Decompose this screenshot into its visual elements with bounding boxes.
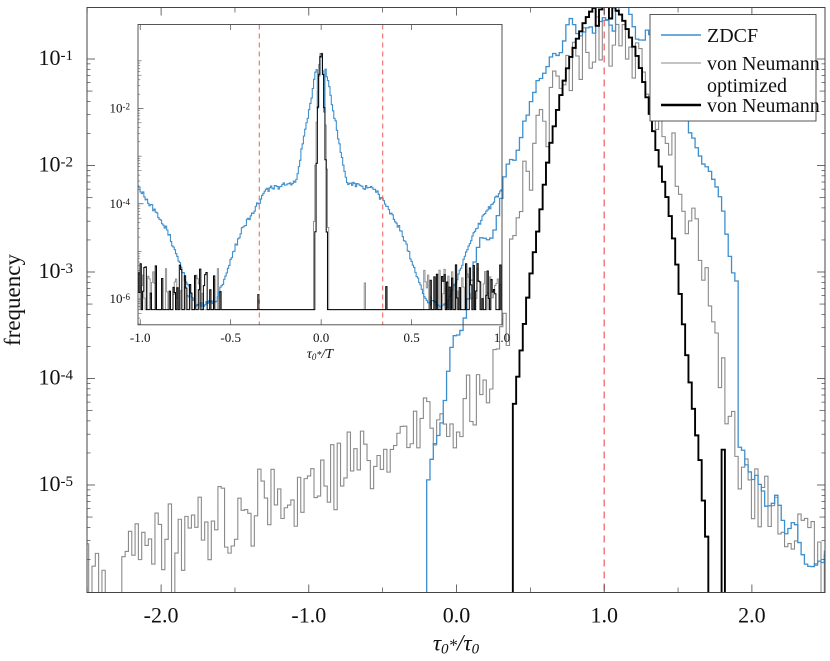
svg-text:10-1: 10-1: [39, 45, 74, 70]
svg-text:τ0*/T: τ0*/T: [307, 347, 334, 362]
svg-text:τ0*/τ0: τ0*/τ0: [433, 631, 480, 658]
svg-text:2.0: 2.0: [738, 603, 766, 628]
svg-text:10-5: 10-5: [39, 471, 74, 496]
svg-text:-1.0: -1.0: [291, 603, 326, 628]
svg-text:10-3: 10-3: [39, 258, 74, 283]
svg-text:optimized: optimized: [707, 75, 787, 97]
svg-text:10-6: 10-6: [110, 291, 131, 306]
svg-text:1.0: 1.0: [590, 603, 618, 628]
svg-text:10-4: 10-4: [110, 196, 131, 211]
svg-text:von Neumann: von Neumann: [707, 95, 820, 117]
svg-text:10-2: 10-2: [39, 152, 74, 177]
svg-text:0.5: 0.5: [403, 330, 419, 345]
svg-text:10-2: 10-2: [110, 101, 131, 116]
svg-text:frequency: frequency: [0, 254, 25, 346]
svg-text:10-4: 10-4: [39, 365, 74, 390]
svg-text:0.0: 0.0: [443, 603, 471, 628]
svg-text:von Neumann: von Neumann: [707, 53, 820, 75]
svg-text:0.0: 0.0: [313, 330, 329, 345]
svg-text:-1.0: -1.0: [130, 330, 151, 345]
svg-text:ZDCF: ZDCF: [707, 25, 758, 47]
svg-text:-0.5: -0.5: [220, 330, 241, 345]
svg-text:-2.0: -2.0: [144, 603, 179, 628]
svg-text:1.0: 1.0: [494, 330, 510, 345]
